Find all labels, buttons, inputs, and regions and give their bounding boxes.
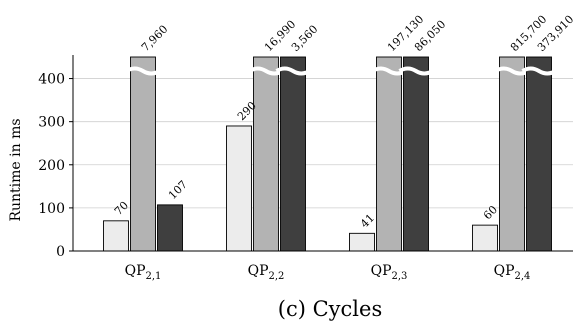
y-tick-label: 100 xyxy=(38,201,65,217)
bar xyxy=(376,56,402,252)
axis-break-mark xyxy=(275,66,311,76)
data-label: 107 xyxy=(166,178,190,202)
y-tick-label: 400 xyxy=(38,72,65,88)
y-axis-label: Runtime in ms xyxy=(8,118,24,221)
bar xyxy=(103,220,129,252)
data-label: 60 xyxy=(481,203,500,222)
bar xyxy=(280,56,306,252)
axis-break-mark xyxy=(521,66,557,76)
bar xyxy=(403,56,429,252)
bar xyxy=(349,232,375,252)
bars-layer xyxy=(103,56,557,252)
bar xyxy=(253,56,279,252)
y-tick-label: 0 xyxy=(56,244,65,260)
axis-break-mark xyxy=(125,66,161,76)
data-label: 7,960 xyxy=(139,23,170,54)
axis-break-mark xyxy=(398,66,434,76)
bar xyxy=(472,224,498,252)
axis-break-mark xyxy=(371,66,407,76)
axis-break-mark xyxy=(494,66,530,76)
x-tick-label: QP2,3 xyxy=(371,263,408,282)
x-tick-label: QP2,2 xyxy=(248,263,285,282)
data-label: 41 xyxy=(358,211,377,230)
data-label: 70 xyxy=(112,199,131,218)
axes-layer: 0 100 200 300 400 QP2,1 QP2,2 QP2,3 QP2,4 xyxy=(38,55,573,282)
y-tick-label: 300 xyxy=(38,115,65,131)
chart-caption: (c) Cycles xyxy=(278,297,382,321)
x-tick-label: QP2,1 xyxy=(125,263,162,282)
bar xyxy=(130,56,156,252)
grid-layer xyxy=(73,78,573,209)
x-tick-label: QP2,4 xyxy=(494,263,531,282)
bar xyxy=(157,204,183,252)
bar xyxy=(499,56,525,252)
y-tick-label: 200 xyxy=(38,158,65,174)
axis-break-mark xyxy=(248,66,284,76)
bar xyxy=(226,125,252,252)
bar xyxy=(526,56,552,252)
